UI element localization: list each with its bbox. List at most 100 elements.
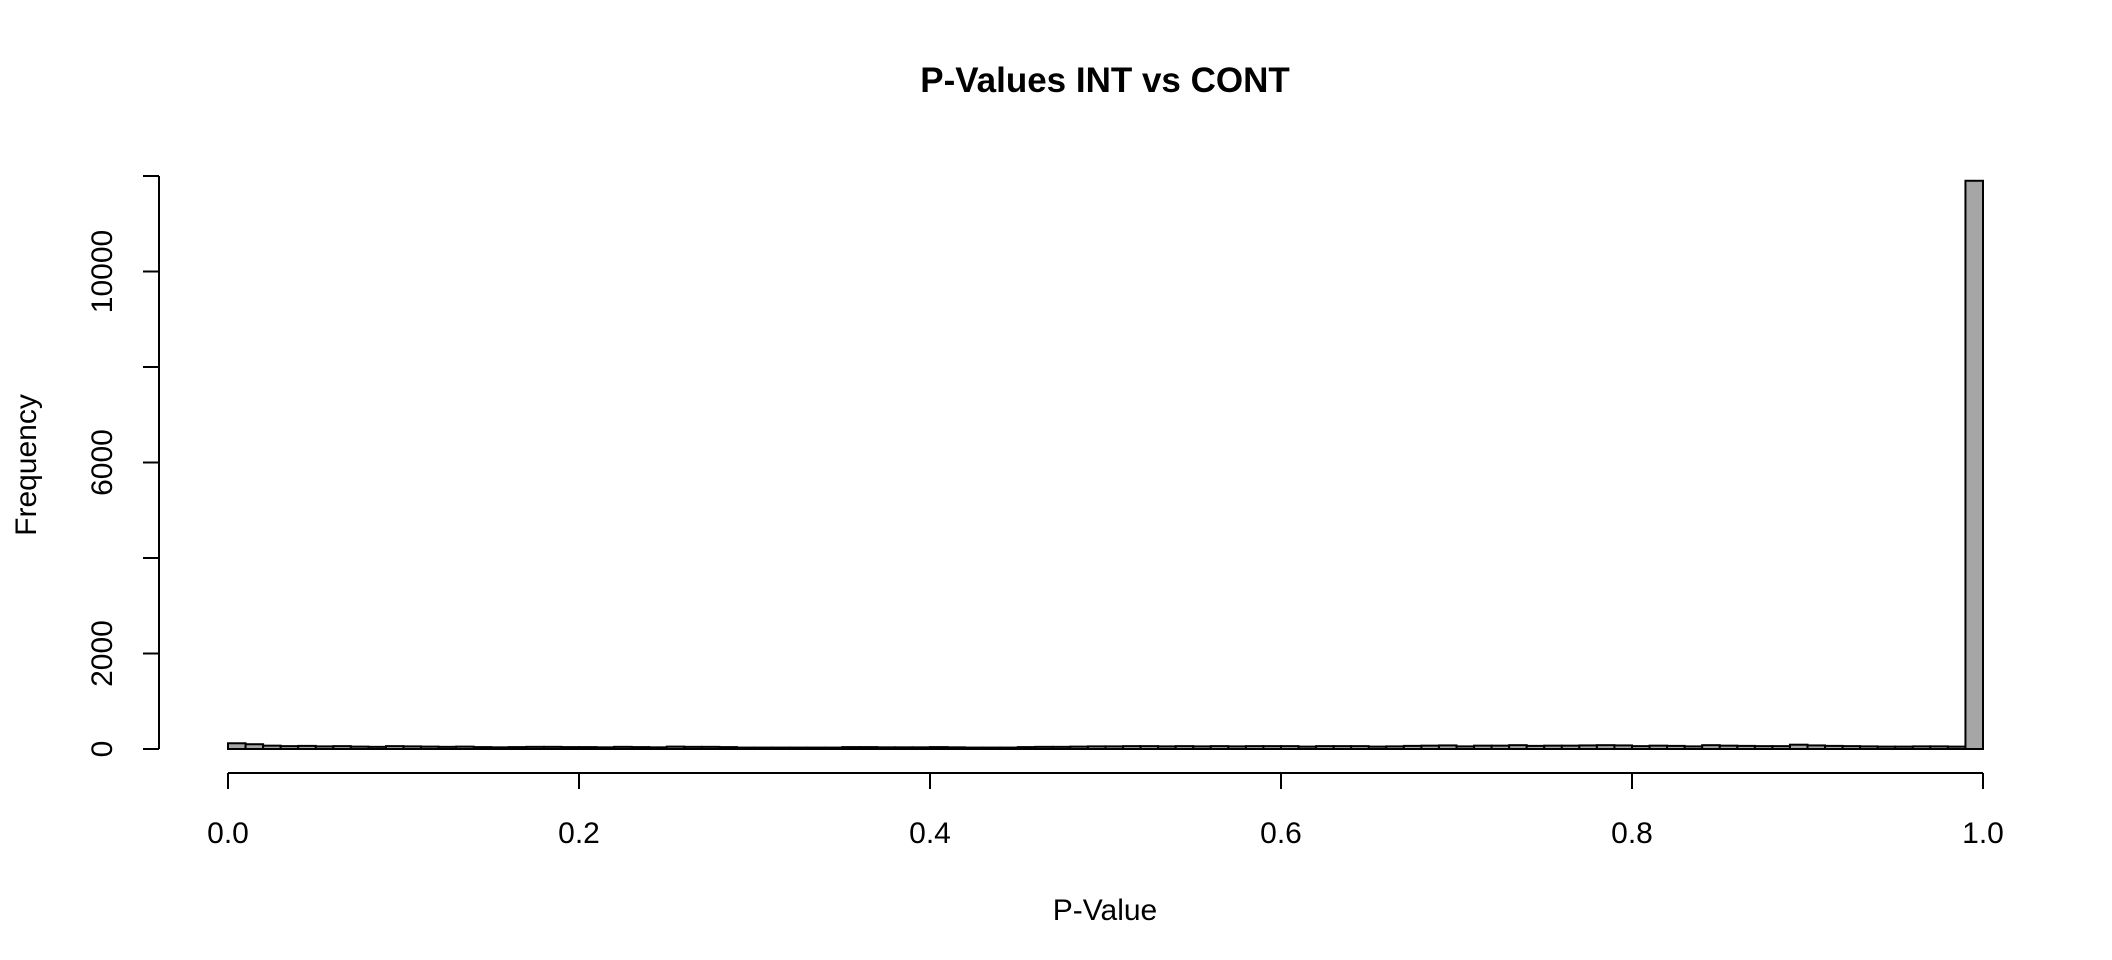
x-tick-label: 0.4	[909, 817, 951, 850]
histogram-bar	[1192, 745, 1212, 751]
x-axis: 0.0 0.2 0.4 0.6 0.8 1.0	[207, 772, 2004, 850]
histogram-bar	[1350, 745, 1370, 751]
histogram-bar	[490, 746, 510, 750]
histogram-bar	[665, 745, 686, 750]
histogram-bar	[1437, 744, 1458, 751]
histogram-bar	[314, 745, 335, 751]
histogram-bar	[1648, 744, 1669, 750]
histogram-bar	[402, 745, 423, 751]
histogram-bar	[1490, 744, 1511, 750]
histogram-bar	[1051, 745, 1072, 751]
histogram-bar	[507, 746, 528, 751]
histogram-bar	[1209, 745, 1230, 751]
histogram-bar	[718, 746, 738, 751]
histogram-bar	[1280, 745, 1300, 751]
histogram-bar	[911, 746, 932, 750]
histogram-bar	[771, 746, 791, 751]
histogram-bar	[964, 746, 984, 751]
histogram-bar	[735, 746, 756, 751]
histogram-bar	[595, 746, 616, 750]
histogram-bar	[1086, 745, 1107, 751]
histogram-bar	[788, 746, 809, 751]
histogram-bar	[332, 745, 352, 751]
histogram-bar	[1139, 745, 1160, 751]
histogram-bar	[893, 746, 914, 750]
histogram-bar	[560, 746, 581, 751]
y-axis-label: Frequency	[10, 394, 43, 536]
histogram-bar	[1859, 745, 1879, 751]
histogram-bar	[297, 744, 317, 750]
histogram-bar	[472, 746, 493, 751]
histogram-bar	[1578, 744, 1598, 751]
x-tick-label: 0.0	[207, 817, 249, 850]
chart-title: P-Values INT vs CONT	[920, 61, 1290, 100]
y-tick-label: 2000	[86, 620, 119, 687]
histogram-bar	[1718, 744, 1739, 750]
x-axis-label: P-Value	[1053, 894, 1158, 927]
histogram-bar	[1736, 744, 1756, 750]
histogram-bar	[1157, 745, 1177, 751]
histogram-bar	[1666, 744, 1686, 750]
histogram-bar	[858, 746, 879, 751]
histogram-bar	[1455, 745, 1476, 751]
histogram-bar	[1701, 744, 1721, 750]
histogram-bar	[367, 745, 387, 751]
histogram-bar	[455, 745, 475, 750]
histogram-bar	[1244, 745, 1265, 751]
histogram-bar	[823, 746, 844, 751]
histogram-bar	[648, 746, 668, 750]
x-tick-label: 0.2	[558, 817, 600, 850]
histogram-bar	[1104, 745, 1125, 751]
y-tick-label: 0	[86, 741, 119, 758]
histogram-bar	[1367, 745, 1388, 750]
y-tick-label: 10000	[86, 230, 119, 313]
histogram-bar	[1771, 745, 1791, 751]
histogram-bar	[437, 745, 458, 751]
histogram-bar	[1402, 744, 1423, 750]
histogram-bar	[1016, 746, 1037, 751]
histogram-bar	[1420, 744, 1440, 750]
histogram-bar	[1806, 744, 1827, 751]
histogram-bar	[841, 746, 861, 751]
histogram-bar	[999, 746, 1019, 751]
histogram-bar	[753, 746, 774, 751]
histogram-bar	[981, 746, 1002, 751]
histogram-bar	[542, 745, 563, 751]
histogram-bars	[227, 179, 1984, 751]
histogram-bar	[1595, 744, 1616, 750]
histogram-bar	[1613, 744, 1633, 751]
x-tick-label: 0.8	[1611, 817, 1653, 850]
histogram-bar	[683, 745, 703, 751]
histogram-bar	[1841, 745, 1862, 751]
histogram-bar	[262, 744, 282, 750]
histogram-bar	[700, 745, 721, 751]
histogram-bar	[1788, 743, 1809, 751]
histogram-bar	[1525, 744, 1546, 750]
histogram-bar	[1315, 745, 1335, 751]
histogram-bar	[1174, 745, 1195, 751]
histogram-bar	[1069, 745, 1089, 750]
x-tick-label: 1.0	[1962, 817, 2004, 850]
histogram-bar	[1560, 744, 1581, 750]
histogram-bar	[384, 745, 405, 751]
histogram-bar	[1876, 745, 1897, 750]
histogram-bar	[1262, 745, 1282, 751]
histogram-bar	[1332, 745, 1353, 751]
histogram-bar	[929, 746, 949, 751]
histogram-bar	[1543, 744, 1563, 750]
histogram-bar	[279, 745, 300, 751]
histogram-bar	[1034, 745, 1054, 751]
histogram-bar	[244, 743, 265, 750]
histogram-bar	[630, 746, 651, 751]
histogram-bar	[946, 746, 967, 750]
histogram-bar	[613, 745, 633, 751]
histogram-bar	[525, 745, 545, 751]
histogram-bar	[420, 745, 440, 750]
histogram-bar	[578, 746, 598, 751]
histogram-bar	[806, 746, 826, 751]
histogram-bar	[349, 745, 370, 750]
histogram-bar	[1929, 745, 1949, 751]
histogram-bar	[1122, 745, 1142, 751]
x-tick-label: 0.6	[1260, 817, 1302, 850]
